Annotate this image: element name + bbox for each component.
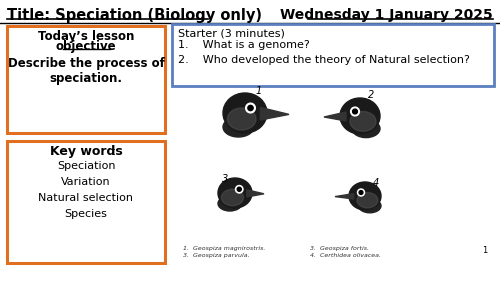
Text: Species: Species — [64, 209, 108, 219]
Text: Natural selection: Natural selection — [38, 193, 134, 203]
Ellipse shape — [358, 199, 381, 213]
Circle shape — [237, 187, 242, 191]
Ellipse shape — [222, 189, 244, 206]
Circle shape — [359, 191, 363, 194]
Polygon shape — [247, 190, 264, 197]
Circle shape — [352, 109, 358, 114]
Text: 3: 3 — [222, 174, 228, 184]
Text: Variation: Variation — [61, 177, 111, 187]
Bar — [7, 141, 165, 263]
Text: Starter (3 minutes): Starter (3 minutes) — [178, 28, 285, 38]
Circle shape — [358, 189, 364, 196]
Text: 1.  Geospiza magnirostris.: 1. Geospiza magnirostris. — [183, 246, 266, 251]
Text: 4: 4 — [373, 178, 380, 188]
Text: Describe the process of
speciation.: Describe the process of speciation. — [8, 57, 164, 85]
Ellipse shape — [223, 117, 254, 137]
Ellipse shape — [357, 192, 378, 208]
Text: 1: 1 — [482, 246, 487, 255]
Ellipse shape — [350, 112, 376, 131]
Text: Speciation: Speciation — [57, 161, 115, 171]
Ellipse shape — [340, 98, 380, 134]
Circle shape — [350, 107, 360, 116]
Polygon shape — [335, 194, 354, 199]
Ellipse shape — [218, 178, 252, 208]
Text: 1.    What is a genome?: 1. What is a genome? — [178, 40, 310, 50]
Text: 1: 1 — [256, 86, 262, 96]
Ellipse shape — [223, 93, 267, 133]
Ellipse shape — [352, 120, 380, 138]
Text: 2.    Who developed the theory of Natural selection?: 2. Who developed the theory of Natural s… — [178, 55, 470, 65]
Circle shape — [248, 105, 253, 111]
Text: 2: 2 — [368, 90, 374, 100]
Polygon shape — [260, 107, 289, 120]
Text: :: : — [112, 145, 116, 158]
Text: Today’s lesson: Today’s lesson — [38, 30, 134, 43]
Text: Title: Speciation (Biology only): Title: Speciation (Biology only) — [7, 8, 262, 23]
Ellipse shape — [218, 196, 242, 211]
Ellipse shape — [228, 108, 256, 130]
Bar — [172, 24, 494, 86]
Circle shape — [246, 103, 256, 113]
Text: Key words: Key words — [50, 145, 122, 158]
Bar — [7, 26, 165, 133]
Text: Wednesday 1 January 2025: Wednesday 1 January 2025 — [280, 8, 493, 22]
Ellipse shape — [349, 182, 381, 210]
Polygon shape — [324, 112, 346, 121]
Text: 3.  Geospiza fortis.: 3. Geospiza fortis. — [310, 246, 369, 251]
Text: 4.  Certhidea olivacea.: 4. Certhidea olivacea. — [310, 253, 381, 258]
Circle shape — [236, 185, 243, 193]
Text: 3.  Geospiza parvula.: 3. Geospiza parvula. — [183, 253, 250, 258]
Text: objective: objective — [56, 40, 116, 53]
